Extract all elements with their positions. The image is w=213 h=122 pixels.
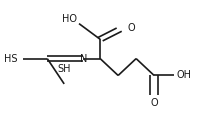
Text: O: O: [150, 98, 158, 108]
Text: OH: OH: [176, 71, 191, 81]
Text: O: O: [128, 23, 135, 33]
Text: SH: SH: [58, 64, 71, 74]
Text: N: N: [79, 54, 87, 64]
Text: HO: HO: [62, 14, 77, 24]
Text: HS: HS: [4, 54, 18, 64]
